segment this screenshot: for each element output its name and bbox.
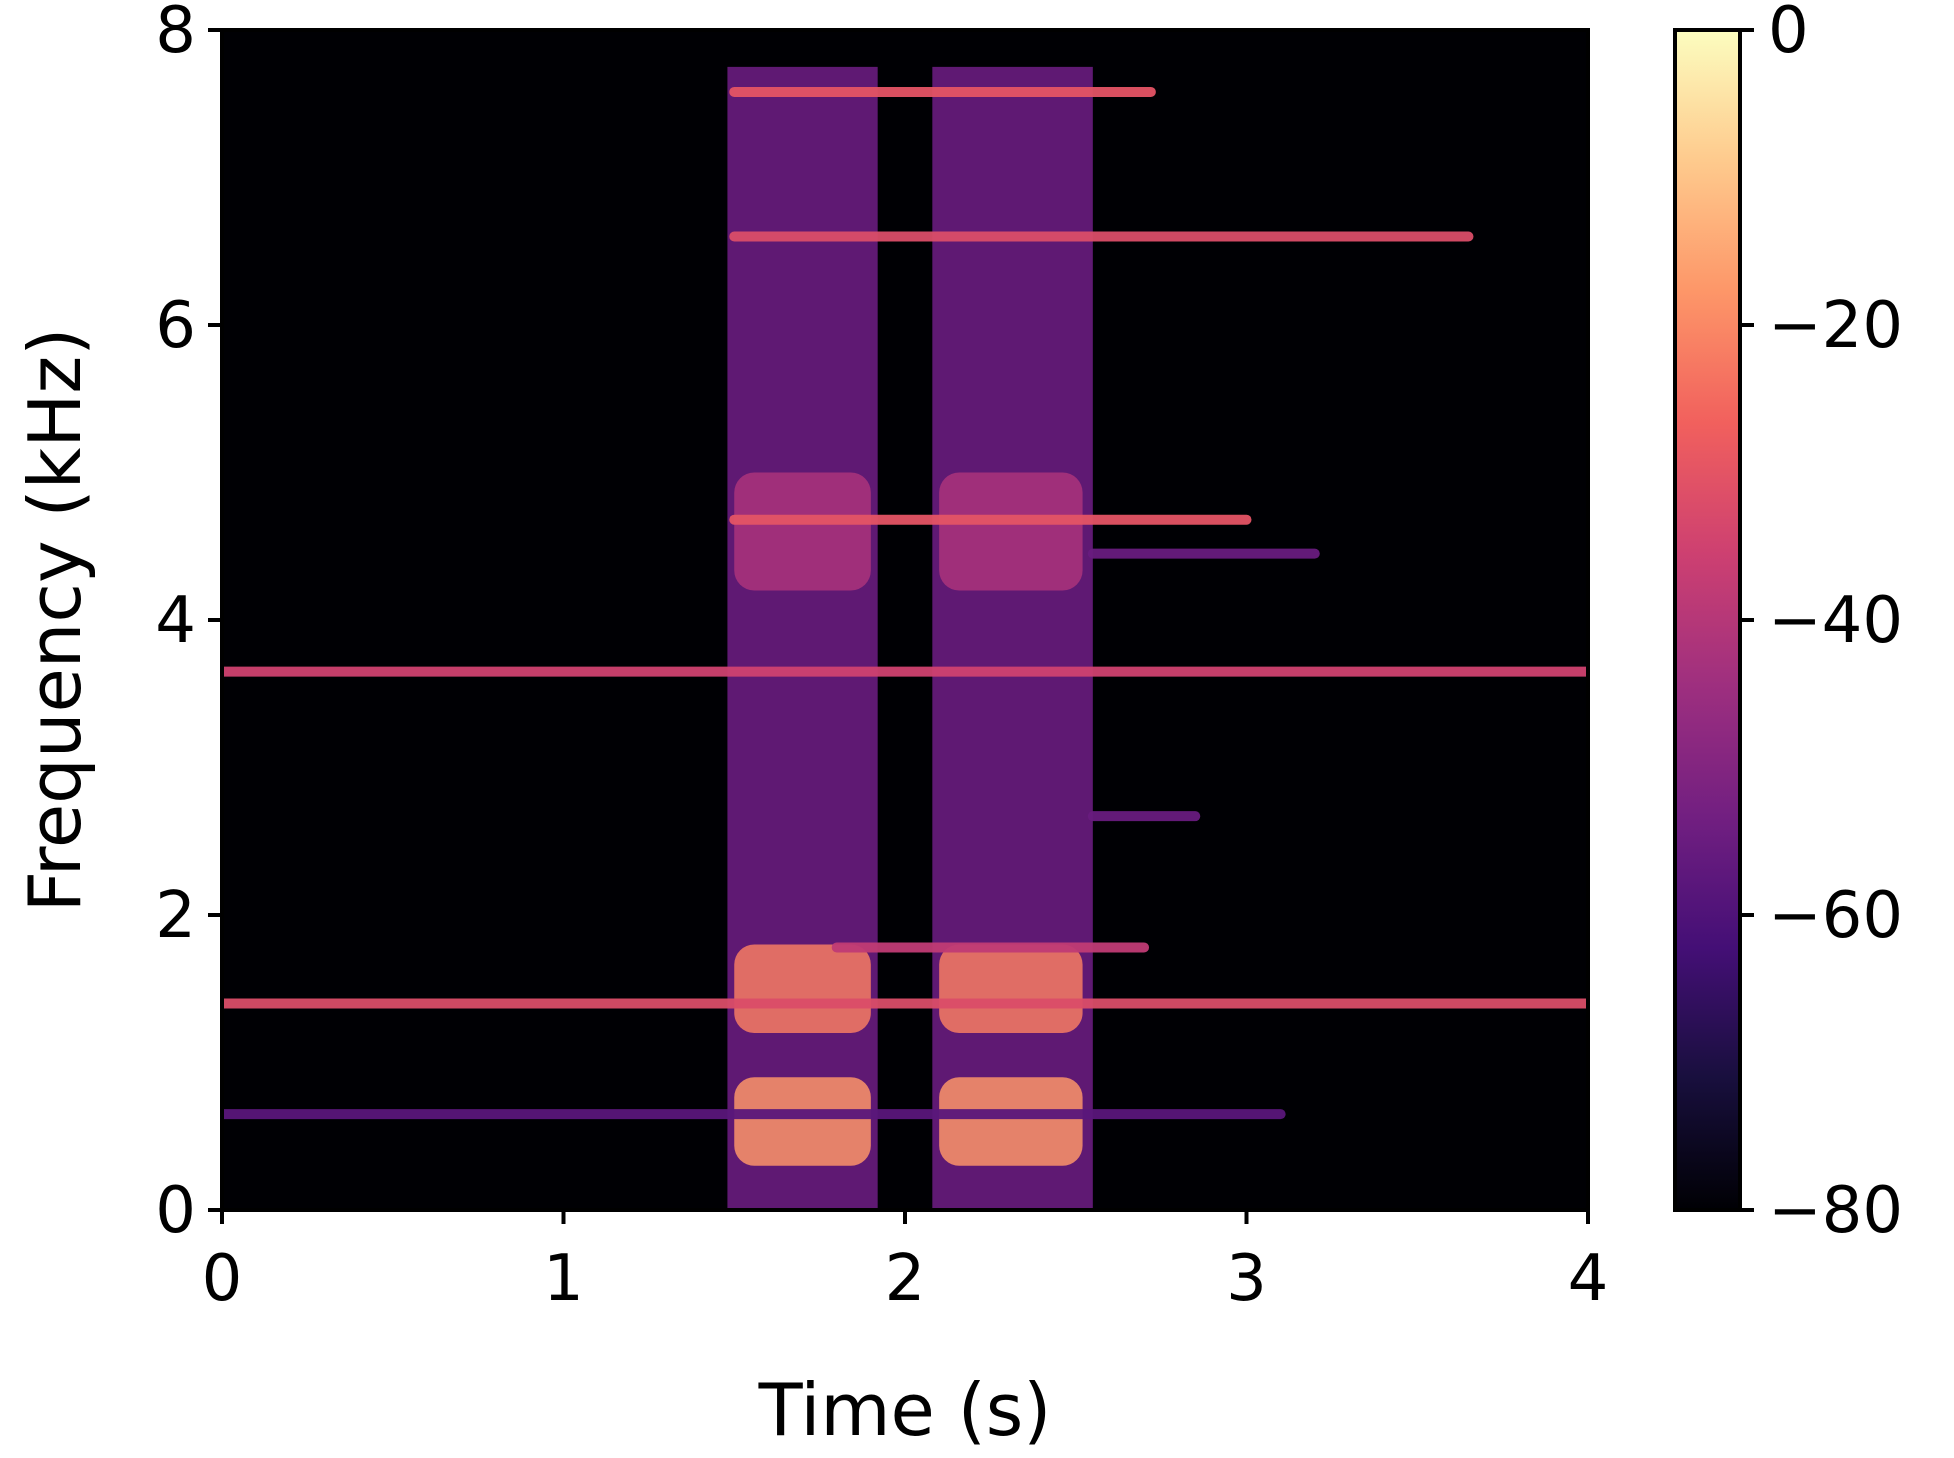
energy-blob bbox=[734, 472, 871, 591]
y-axis: 0 2 4 6 8 bbox=[155, 0, 222, 1248]
energy-blob bbox=[734, 944, 871, 1033]
colorbar-gradient bbox=[1673, 28, 1742, 1212]
colorbar-tick-label: −60 bbox=[1768, 879, 1903, 953]
y-tick-label: 8 bbox=[155, 0, 196, 68]
y-tick-label: 6 bbox=[155, 289, 196, 363]
colorbar-tick-label: −80 bbox=[1768, 1174, 1903, 1248]
spectrogram-image bbox=[222, 30, 1588, 1210]
energy-blob bbox=[939, 1077, 1083, 1166]
x-tick-label: 1 bbox=[543, 1242, 584, 1316]
x-axis: 0 1 2 3 4 bbox=[202, 1210, 1609, 1316]
colorbar-tick-label: −40 bbox=[1768, 584, 1903, 658]
x-tick-label: 0 bbox=[202, 1242, 243, 1316]
energy-blob bbox=[939, 944, 1083, 1033]
x-axis-label: Time (s) bbox=[758, 1368, 1052, 1452]
colorbar: 0 −20 −40 −60 −80 bbox=[1673, 0, 1903, 1248]
energy-blob bbox=[734, 1077, 871, 1166]
y-tick-label: 4 bbox=[155, 584, 196, 658]
colorbar-tick-label: −20 bbox=[1768, 289, 1903, 363]
y-tick-label: 0 bbox=[155, 1174, 196, 1248]
colorbar-ticks: 0 −20 −40 −60 −80 bbox=[1740, 0, 1903, 1248]
plot-area bbox=[220, 28, 1590, 1212]
x-tick-label: 3 bbox=[1226, 1242, 1267, 1316]
x-tick-label: 2 bbox=[885, 1242, 926, 1316]
y-tick-label: 2 bbox=[155, 879, 196, 953]
y-axis-label: Frequency (kHz) bbox=[13, 328, 97, 913]
x-tick-label: 4 bbox=[1568, 1242, 1609, 1316]
background-noise-region bbox=[222, 30, 1588, 1210]
energy-blob bbox=[939, 472, 1083, 591]
colorbar-tick-label: 0 bbox=[1768, 0, 1809, 68]
